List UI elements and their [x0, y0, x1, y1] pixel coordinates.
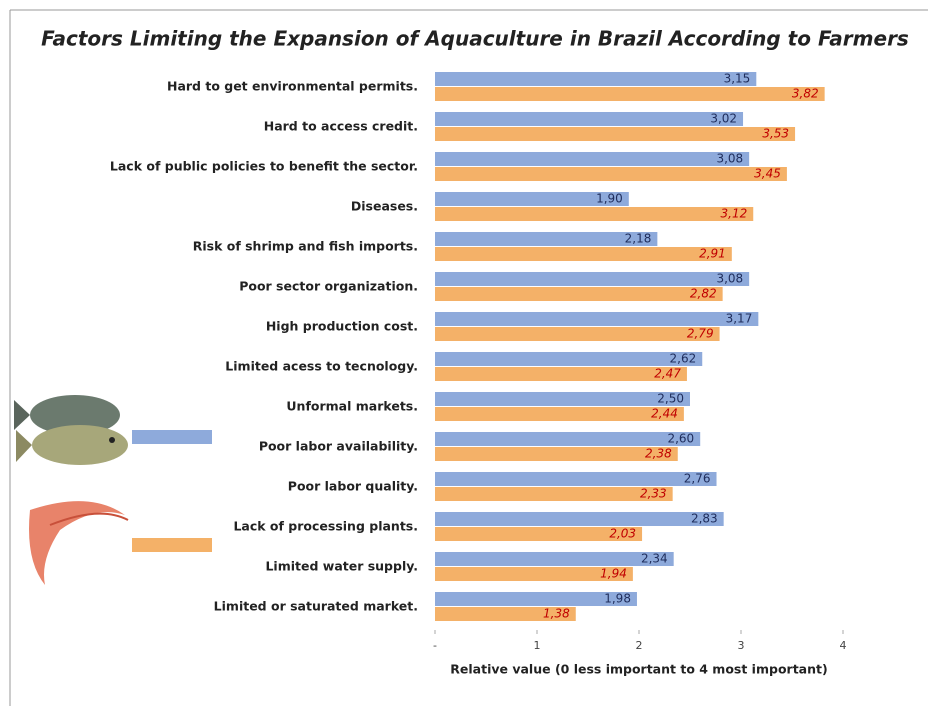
value-label: 1,94 [600, 567, 627, 581]
value-label: 1,90 [596, 192, 623, 206]
bar [435, 247, 732, 261]
bar [435, 392, 690, 406]
category-label: Poor labor quality. [288, 479, 418, 494]
value-label: 3,12 [721, 207, 748, 221]
bar [435, 367, 687, 381]
value-label: 2,79 [687, 327, 714, 341]
bar [435, 447, 678, 461]
chart-title: Factors Limiting the Expansion of Aquacu… [41, 27, 909, 51]
bar [435, 112, 743, 126]
bar [435, 287, 723, 301]
bar [435, 487, 673, 501]
page: Factors Limiting the Expansion of Aquacu… [0, 0, 928, 706]
value-label: 3,15 [724, 72, 751, 86]
category-label: High production cost. [266, 319, 418, 334]
category-label: Hard to access credit. [264, 119, 418, 134]
x-tick-label: 4 [840, 639, 847, 652]
value-label: 2,38 [645, 447, 672, 461]
value-label: 3,08 [716, 152, 743, 166]
category-label: Risk of shrimp and fish imports. [193, 239, 418, 254]
value-label: 3,53 [762, 127, 789, 141]
category-label: Poor sector organization. [239, 279, 418, 294]
value-label: 2,83 [691, 512, 718, 526]
value-label: 1,98 [604, 592, 631, 606]
x-tick-label: - [433, 639, 437, 652]
fish-icon [14, 395, 128, 465]
bar [435, 472, 717, 486]
value-label: 3,02 [710, 112, 737, 126]
bar [435, 432, 700, 446]
value-label: 2,18 [625, 232, 652, 246]
value-label: 2,60 [667, 432, 694, 446]
bar [435, 167, 787, 181]
value-label: 1,38 [543, 607, 570, 621]
bar [435, 512, 724, 526]
bar [435, 327, 720, 341]
x-tick-label: 2 [636, 639, 643, 652]
value-label: 2,76 [684, 472, 711, 486]
category-label: Unformal markets. [286, 399, 418, 414]
chart: Factors Limiting the Expansion of Aquacu… [0, 0, 928, 706]
category-label: Poor labor availability. [259, 439, 418, 454]
legend-swatch [132, 430, 212, 444]
bar [435, 272, 749, 286]
value-label: 2,62 [670, 352, 697, 366]
value-label: 2,91 [699, 247, 726, 261]
bar [435, 72, 756, 86]
bar [435, 152, 749, 166]
value-label: 3,82 [792, 87, 819, 101]
bar [435, 407, 684, 421]
category-label: Limited water supply. [265, 559, 418, 574]
bar [435, 127, 795, 141]
bar [435, 352, 702, 366]
category-label: Diseases. [351, 199, 418, 214]
shrimp-icon [29, 501, 128, 585]
bar [435, 552, 674, 566]
value-label: 2,33 [640, 487, 667, 501]
value-label: 2,82 [690, 287, 717, 301]
category-label: Limited or saturated market. [214, 599, 418, 614]
x-tick-label: 3 [738, 639, 745, 652]
value-label: 3,45 [754, 167, 781, 181]
x-tick-label: 1 [534, 639, 541, 652]
bar [435, 312, 758, 326]
x-axis-label: Relative value (0 less important to 4 mo… [450, 662, 827, 677]
value-label: 3,17 [726, 312, 753, 326]
category-label: Lack of public policies to benefit the s… [110, 159, 418, 174]
legend-swatch [132, 538, 212, 552]
category-label: Lack of processing plants. [233, 519, 418, 534]
value-label: 2,03 [609, 527, 636, 541]
bar [435, 207, 753, 221]
bar [435, 87, 825, 101]
value-label: 2,44 [651, 407, 678, 421]
category-label: Hard to get environmental permits. [167, 79, 418, 94]
value-label: 2,34 [641, 552, 668, 566]
value-label: 3,08 [716, 272, 743, 286]
value-label: 2,47 [654, 367, 681, 381]
category-label: Limited acess to tecnology. [225, 359, 418, 374]
value-label: 2,50 [657, 392, 684, 406]
